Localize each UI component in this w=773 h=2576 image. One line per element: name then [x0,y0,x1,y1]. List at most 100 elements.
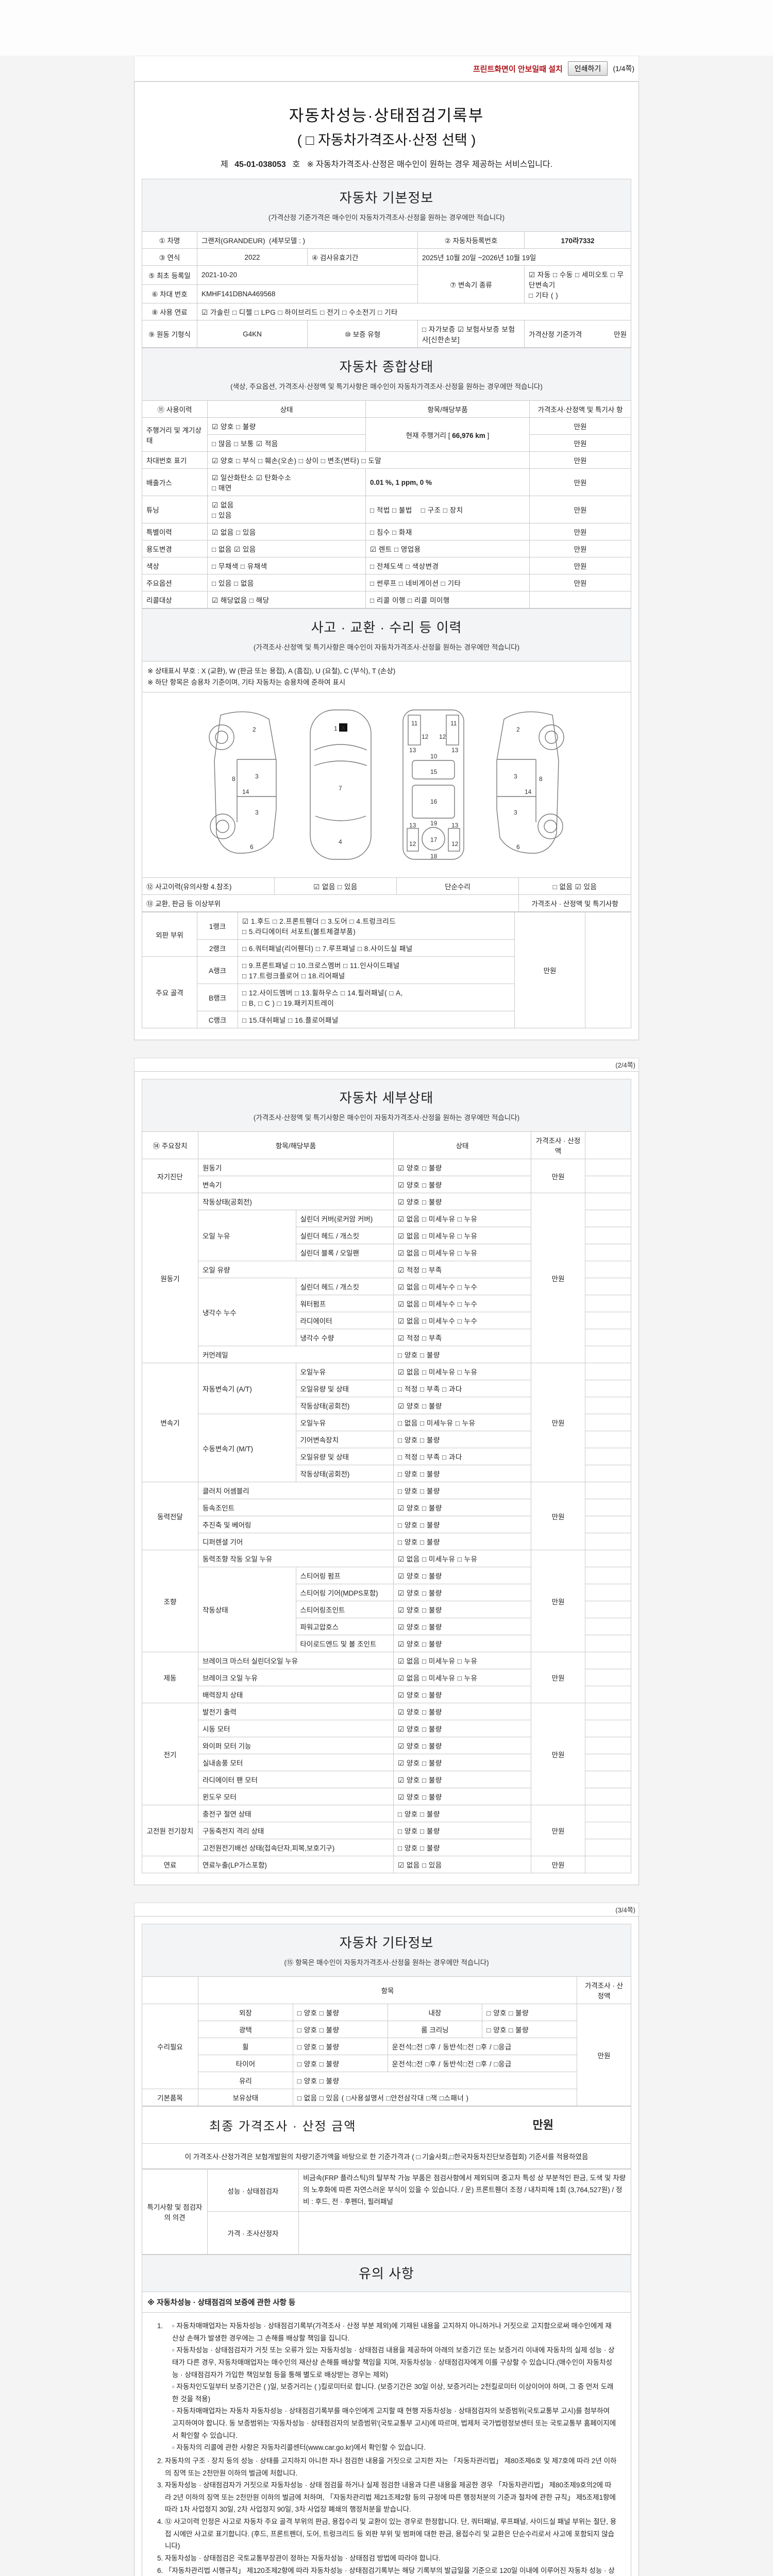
row-label: 배출가스 [142,468,208,496]
group-label: 고전원 전기장치 [142,1805,198,1857]
group-label: 수리필요 [142,2004,198,2090]
item-label: 연료누출(LP가스포함) [198,1856,394,1874]
item-label: 구동축전지 격리 상태 [198,1822,394,1840]
state-options: ☑ 없음 □ 미세누수 □ 누수 [393,1295,531,1313]
table-row: 주요 골격 A랭크 □ 9.프론트패널 □ 10.크로스멤버 □ 11.인사이드… [142,956,631,1029]
state-options: 운전석□전 □후 / 동반석□전 □후 / □응급 [387,2055,577,2073]
rank-label: 1랭크 [197,912,238,940]
item-options: □ 침수 □ 화재 [365,523,530,540]
svg-text:16: 16 [430,798,438,805]
notes-cell [585,1465,631,1483]
diagram-part-numbers: 2 8 3 14 3 6 1 X 7 4 11 11 12 12 13 13 [232,720,543,860]
notes-cell [585,1414,631,1432]
subgroup-label: 자동변속기 (A/T) [198,1363,296,1415]
header-row: ⑭ 주요장치 항목/해당부품 상태 가격조사 · 산정액 [142,1131,631,1160]
table-row: 최종 가격조사 · 산정 금액 만원 [142,2106,631,2144]
svg-text:12: 12 [422,733,429,740]
overall-table: ⑪ 사용이력 상태 항목/해당부품 가격조사·산정액 및 특기사 항 주행거리 … [142,400,631,608]
price-cell: 만원 [531,1159,585,1194]
field-value: G4KN [197,320,308,348]
price-cell [529,591,631,608]
notes-cell [585,1431,631,1449]
svg-text:12: 12 [409,840,416,848]
col-header: ⑭ 주요장치 [142,1131,198,1160]
group-label: 변속기 [142,1363,198,1483]
table-row: 조향 동력조향 작동 오일 누유 ☑ 없음 □ 미세누유 □ 누유 만원 [142,1550,631,1653]
field-label: ② 자동차등록번호 [417,231,525,249]
group-label: 전기 [142,1703,198,1806]
page-3: 자동차 기타정보 (⑮ 항목은 매수인이 자동차가격조사·산정을 원하는 경우에… [134,1916,639,2576]
state-options: □ 양호 □ 불량 [292,2038,388,2056]
table-row: 실내송풍 모터 ☑ 양호 □ 불량 [142,1754,631,1772]
print-button[interactable]: 인쇄하기 [567,61,608,76]
table-row: 2랭크 □ 6.쿼터패널(리어휀더) □ 7.루프패널 □ 8.사이드실 패널 [142,939,631,957]
item-label: 실내송풍 모터 [198,1754,394,1772]
page-2: 자동차 세부상태 (가격조사·산정액 및 특기사항은 매수인이 자동차가격조사·… [134,1071,639,1886]
svg-text:6: 6 [250,843,254,851]
header-row: 항목 가격조사 · 산 정액 [142,1976,631,2005]
item-label: 냉각수 수량 [295,1329,394,1347]
notice-block-1: ※ 자동차성능 · 상태점검의 보증에 관한 사항 등 자동차매매업자는 자동차… [142,2292,631,2576]
state-options: □ 양호 □ 불량 [482,2004,577,2022]
state-options: □ 적정 □ 부족 □ 과다 [393,1448,531,1466]
svg-text:6: 6 [516,843,520,851]
state-options: □ 양호 □ 불량 [393,1465,531,1483]
basic-info-table: ① 차명 그랜저(GRANDEUR) (세부모델 : ) ② 자동차등록번호 1… [142,231,631,348]
detail-table: ⑭ 주요장치 항목/해당부품 상태 가격조사 · 산정액 자기진단 원동기 ☑ 양호… [142,1131,631,1874]
detail-header: 자동차 세부상태 (가격조사·산정액 및 특기사항은 매수인이 자동차가격조사·… [142,1079,631,1132]
svg-text:10: 10 [430,753,438,760]
item-label: 와이퍼 모터 기능 [198,1737,394,1755]
state-options: ☑ 양호 □ 불량 [393,1618,531,1636]
price-cell: 만원 [531,1652,585,1704]
notes-cell [585,1771,631,1789]
state-options: ☑ 해당없음 □ 해당 [207,591,366,608]
notes-cell [585,1312,631,1330]
section-title: 자동차 종합상태 [339,359,434,375]
price-cell: 만원 [529,417,631,435]
transmission-options: ☑ 자동 □ 수동 □ 세미오토 □ 무단변속기 [529,271,624,289]
notice-bullet: 자동차성능 · 상태점검자가 거짓 또는 오류가 있는 자동차성능 · 상태점검… [172,2344,617,2381]
table-row: 기본품목 보유상태 □ 없음 □ 있음 ( □사용설명서 □안전삼각대 □잭 □… [142,2089,631,2107]
item-label: 휠 [198,2038,293,2056]
field-value: 2021-10-20 [197,265,418,285]
table-row: 오일유량 및 상태 □ 적정 □ 부족 □ 과다 [142,1448,631,1466]
item-label: 파워고압호스 [295,1618,394,1636]
svg-text:12: 12 [439,733,446,740]
notes-cell [585,1278,631,1296]
table-row: 타이어 □ 양호 □ 불량 운전석□전 □후 / 동반석□전 □후 / □응급 [142,2055,631,2073]
state-options: □ 양호 □ 불량 [393,1482,531,1500]
price-cell: 만원 [529,523,631,540]
notes-cell [585,1533,631,1551]
notice-list: 자동차매매업자는 자동차성능 · 상태점검기록부(가격조사 · 산정 부분 제외… [156,2320,617,2576]
rank-options: □ 9.프론트패널 □ 10.크로스멤버 □ 11.인사이드패널 □ 17.트렁크… [238,956,515,985]
notes-cell [585,1703,631,1721]
page-indicator-1: (1/4쪽) [613,64,634,73]
notes-cell [585,1822,631,1840]
install-notice-link[interactable]: 프린트화면이 안보일때 설치 [473,64,563,74]
table-row: 특기사항 및 점검자의 의견 성능 · 상태점검자 비금속(FRP 플라스틱)의… [142,2169,631,2255]
table-row: B랭크 □ 12.사이드멤버 □ 13.휠하우스 □ 14.필러패널( □ A,… [142,984,631,1012]
section-note: (가격조사·산정액 및 특기사항은 매수인이 자동차가격조사·산정을 원하는 경… [253,1114,520,1122]
table-row: ⑫ 사고이력(유의사항 4.참조) ☑ 없음 □ 있음 단순수리 □ 없음 ☑ … [142,877,631,895]
state-options: ☑ 양호 □ 불량 [393,1754,531,1772]
table-row: 수리필요 외장 □ 양호 □ 불량 내장 □ 양호 □ 불량 만원 [142,2004,631,2107]
field-value: 170라7332 [524,231,631,249]
state-options: ☑ 양호 □ 불량 [393,1567,531,1585]
checkbox-group: ☑ 자동 □ 수동 □ 세미오토 □ 무단변속기 □ 기타 ( ) [524,265,631,303]
notes-cell [585,1635,631,1653]
document-subtitle: ( □ 자동차가격조사·산정 선택 ) [297,132,476,148]
field-label: ⑧ 사용 연료 [142,303,197,320]
table-row: 광택 □ 양호 □ 불량 룸 크리닝 □ 양호 □ 불량 [142,2021,631,2039]
state-options: □ 양호 □ 불량 [393,1346,531,1364]
state-options: ☑ 양호 □ 불량 [393,1686,531,1704]
svg-text:14: 14 [242,788,249,795]
notice-bullet: 자동차의 리콜에 관한 사항은 자동차리콜센터(www.car.go.kr)에서… [172,2442,617,2454]
notes-cell [585,1669,631,1687]
col-header [585,1131,631,1160]
item-label: 등속조인트 [198,1499,394,1517]
price-cell: 만원 [529,557,631,574]
item-label: 작동상태(공회전) [295,1465,394,1483]
group-label: 기본품목 [142,2089,198,2107]
page-1: 자동차성능·상태점검기록부 ( □ 자동차가격조사·산정 선택 ) 제 45-0… [134,81,639,1041]
col-header: 가격조사·산정액 및 특기사 항 [529,400,631,418]
